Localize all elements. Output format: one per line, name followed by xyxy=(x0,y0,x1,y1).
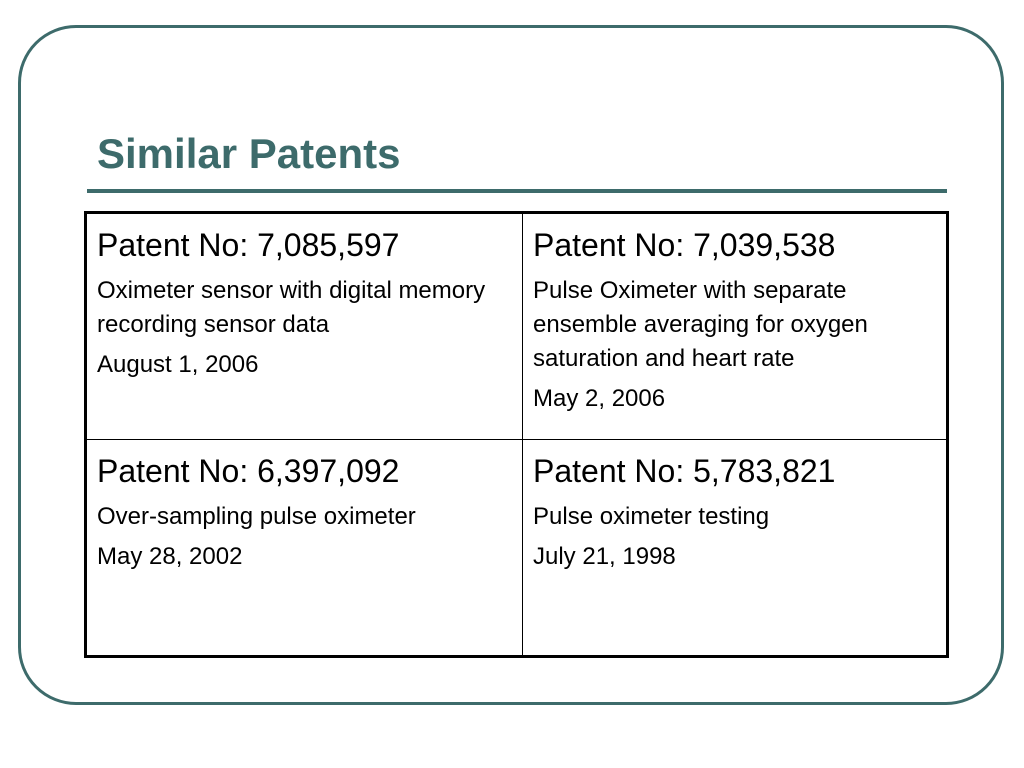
patent-date: August 1, 2006 xyxy=(97,351,259,378)
patent-number: Patent No: 6,397,092 xyxy=(97,453,400,489)
patent-number: Patent No: 5,783,821 xyxy=(533,453,836,489)
title-divider xyxy=(87,189,947,193)
patent-cell: Patent No: 7,085,597 Oximeter sensor wit… xyxy=(87,214,523,440)
patent-cell: Patent No: 7,039,538 Pulse Oximeter with… xyxy=(523,214,946,440)
patent-description: Oximeter sensor with digital memory reco… xyxy=(97,277,486,338)
patent-date: May 2, 2006 xyxy=(533,385,666,412)
slide-title: Similar Patents xyxy=(97,130,401,177)
patent-date: July 21, 1998 xyxy=(533,543,676,570)
patent-description: Pulse Oximeter with separate ensemble av… xyxy=(533,277,868,372)
patent-cell: Patent No: 6,397,092 Over-sampling pulse… xyxy=(87,440,523,655)
patents-table: Patent No: 7,085,597 Oximeter sensor wit… xyxy=(84,211,949,658)
slide-frame xyxy=(18,25,1004,705)
patent-number: Patent No: 7,039,538 xyxy=(533,227,836,263)
patent-description: Over-sampling pulse oximeter xyxy=(97,503,416,530)
patent-date: May 28, 2002 xyxy=(97,543,243,570)
patent-number: Patent No: 7,085,597 xyxy=(97,227,400,263)
patent-description: Pulse oximeter testing xyxy=(533,503,770,530)
patent-cell: Patent No: 5,783,821 Pulse oximeter test… xyxy=(523,440,946,655)
